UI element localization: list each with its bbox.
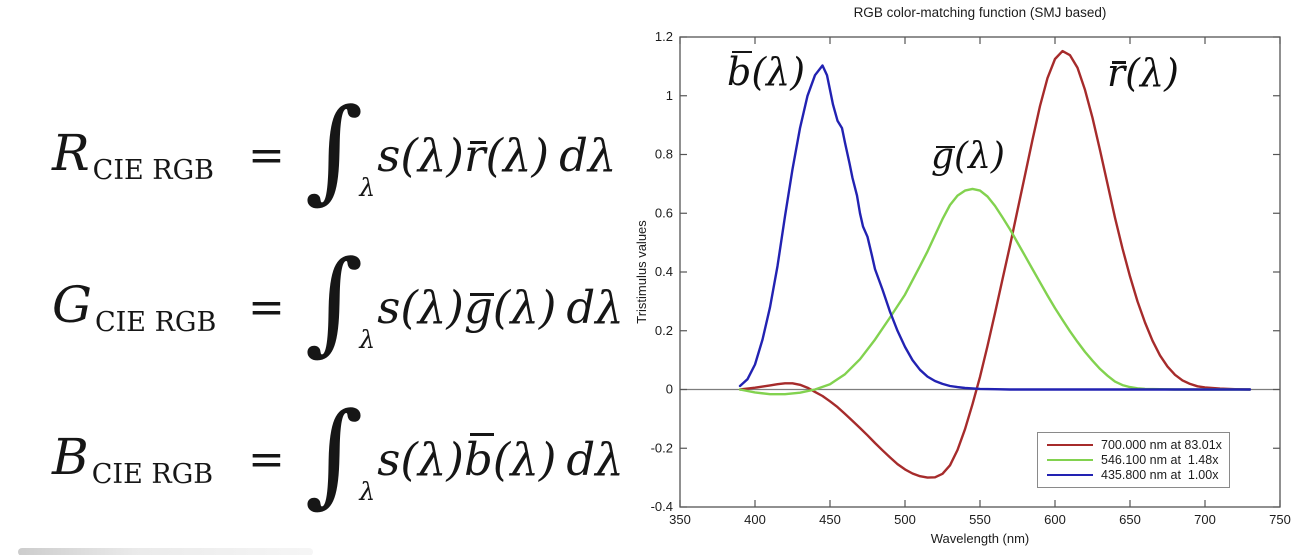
y-tick-label: 0.2 <box>655 323 673 338</box>
x-tick-label: 700 <box>1194 512 1216 527</box>
equation-subscript: CIE RGB <box>91 459 214 491</box>
r-bar: r <box>1107 51 1127 95</box>
integral-sign: ∫ λ <box>304 85 376 216</box>
legend-line-swatch <box>1047 444 1093 447</box>
integral-lambda-subscript: λ <box>359 325 376 355</box>
chart-legend: 700.000 nm at 83.01x 546.100 nm at 1.48x 4… <box>1037 432 1230 488</box>
legend-label: 700.000 nm at 83.01x <box>1101 438 1222 453</box>
gbar-curve-label: g(λ) <box>931 136 1005 177</box>
equation-R-cie-rgb: R CIE RGB = ∫ λ s(λ)r(λ) dλ <box>52 85 616 225</box>
legend-line-swatch <box>1047 473 1093 476</box>
y-axis-label: Tristimulus values <box>634 220 649 324</box>
x-tick-label: 500 <box>894 512 916 527</box>
x-tick-label: 450 <box>819 512 841 527</box>
series-curve-1 <box>738 187 1252 396</box>
g-bar: g <box>463 280 494 334</box>
x-tick-label: 650 <box>1119 512 1141 527</box>
integral-sign: ∫ λ <box>304 237 376 368</box>
r-bar: r <box>463 128 486 182</box>
rbar-curve-label: r(λ) <box>1107 51 1179 95</box>
x-tick-label: 600 <box>1044 512 1066 527</box>
y-tick-label: 0.4 <box>655 264 673 279</box>
equation-G-cie-rgb: G CIE RGB = ∫ λ s(λ)g(λ) dλ <box>52 237 624 377</box>
legend-label: 435.800 nm at 1.00x <box>1101 467 1219 482</box>
legend-item-0: 700.000 nm at 83.01x <box>1047 438 1223 453</box>
equation-subscript: CIE RGB <box>94 307 217 339</box>
x-axis-label: Wavelength (nm) <box>931 531 1030 546</box>
chart-title: RGB color-matching function (SMJ based) <box>854 5 1107 20</box>
equation-subscript: CIE RGB <box>92 155 215 187</box>
y-tick-label: 0 <box>666 382 673 397</box>
b-bar: b <box>727 50 753 94</box>
integrand: s(λ)g(λ) dλ <box>377 280 624 334</box>
x-tick-label: 400 <box>744 512 766 527</box>
equation-B-cie-rgb: B CIE RGB = ∫ λ s(λ)b(λ) dλ <box>52 389 624 529</box>
integral-lambda-subscript: λ <box>359 173 376 203</box>
integral-lambda-subscript: λ <box>359 477 376 507</box>
y-tick-label: -0.4 <box>651 499 673 514</box>
g-bar: g <box>931 136 955 177</box>
x-tick-label: 550 <box>969 512 991 527</box>
series-curve-2 <box>738 64 1252 391</box>
bottom-left-artifact <box>18 548 313 555</box>
plot-area: 350 400 450 500 550 600 650 700 750 -0.4 -0.2 0 0.2 0… <box>651 29 1291 527</box>
integrand: s(λ)r(λ) dλ <box>377 128 617 182</box>
legend-label: 546.100 nm at 1.48x <box>1101 453 1219 467</box>
b-bar: b <box>463 432 494 486</box>
legend-line-swatch <box>1047 459 1093 461</box>
y-tick-label: 1 <box>666 88 673 103</box>
y-tick-label: -0.2 <box>651 440 673 455</box>
x-tick-label: 350 <box>669 512 691 527</box>
rgb-color-matching-chart: RGB color-matching function (SMJ based) … <box>634 5 1291 546</box>
equation-lhs: R CIE RGB <box>52 123 215 187</box>
equation-lhs: B CIE RGB <box>52 427 214 491</box>
x-tick-label: 750 <box>1269 512 1291 527</box>
y-tick-label: 1.2 <box>655 29 673 44</box>
equals-sign: = <box>248 433 285 485</box>
y-tick-label: 0.6 <box>655 205 673 220</box>
y-tick-label: 0.8 <box>655 147 673 162</box>
series-curve-0 <box>738 49 1252 479</box>
integrand: s(λ)b(λ) dλ <box>377 432 624 486</box>
bbar-curve-label: b(λ) <box>727 50 806 94</box>
legend-item-1: 546.100 nm at 1.48x <box>1047 453 1223 468</box>
equals-sign: = <box>248 129 285 181</box>
equation-lhs: G CIE RGB <box>52 275 217 339</box>
integral-sign: ∫ λ <box>304 389 376 520</box>
legend-item-2: 435.800 nm at 1.00x <box>1047 467 1223 482</box>
equals-sign: = <box>248 281 285 333</box>
